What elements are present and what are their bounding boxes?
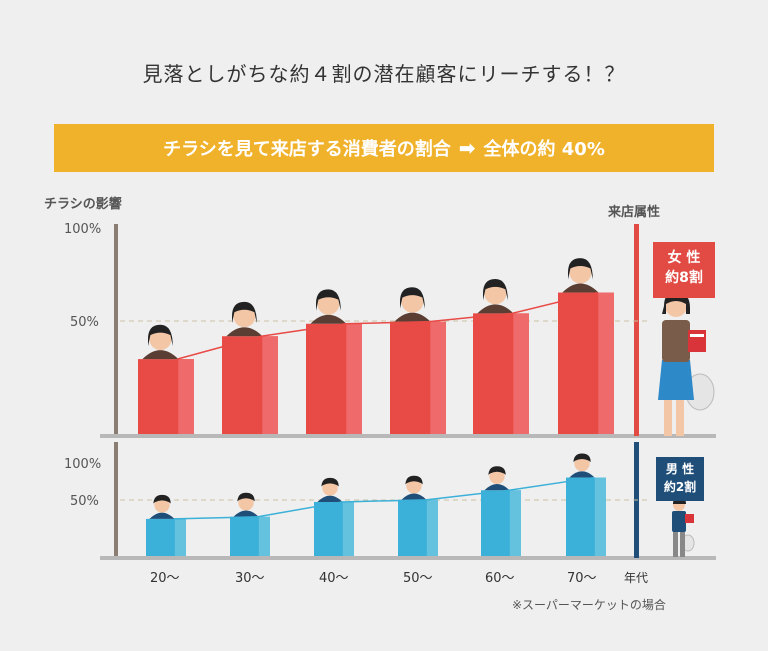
male-bar-shade-1 (258, 516, 270, 556)
female-person-hair-2 (316, 289, 341, 311)
male-person-face-3 (406, 478, 422, 494)
bottom-y-axis (114, 442, 118, 558)
y-axis-title: チラシの影響 (44, 197, 122, 212)
female-person-hair-1 (232, 301, 257, 324)
female-person-body-2 (310, 314, 347, 324)
female-bar-shade-5 (598, 292, 614, 434)
female-person-face-4 (484, 282, 507, 305)
male-person-hair-2 (321, 477, 339, 488)
female-bars (138, 258, 614, 434)
female-person-body-4 (477, 304, 514, 314)
male-bar-shade-2 (342, 501, 354, 556)
male-person-body-1 (233, 510, 259, 517)
xtick-60: 60～ (485, 571, 515, 586)
female-person-body-3 (394, 312, 431, 322)
female-trend-line (177, 291, 598, 360)
female-person-hair-5 (568, 258, 593, 280)
male-person-body-2 (317, 495, 343, 502)
bottom-baseline (100, 556, 716, 560)
xtick-70: 70～ (567, 571, 597, 586)
xtick-40: 40～ (319, 571, 349, 586)
male-share-badge: 男 性 約2割 (656, 457, 704, 501)
male-person-face-0 (154, 497, 170, 513)
female-bar-shade-3 (430, 321, 446, 434)
male-person-body-3 (401, 493, 427, 500)
female-badge-line2: 約8割 (665, 270, 703, 287)
top-baseline (100, 434, 716, 438)
top-ytick-100: 100% (64, 222, 101, 237)
female-bar-shade-0 (178, 359, 194, 434)
arrow-right-icon: ➡ (458, 136, 476, 160)
man-shopper-icon (672, 497, 695, 557)
male-person-hair-3 (405, 475, 423, 486)
male-bar-shade-0 (174, 518, 186, 556)
male-bar-shade-4 (509, 490, 521, 556)
xtick-30: 30～ (235, 571, 265, 586)
male-badge-line1: 男 性 (665, 462, 695, 476)
female-bar-shade-4 (513, 313, 529, 434)
footnote: ※スーパーマーケットの場合 (512, 598, 666, 612)
bottom-ytick-50: 50% (70, 494, 99, 509)
male-person-hair-4 (488, 466, 506, 477)
summary-banner: チラシを見て来店する消費者の割合 ➡ 全体の約 40% (54, 124, 714, 172)
female-person-hair-0 (148, 324, 173, 347)
male-trend-line (173, 476, 595, 520)
female-badge-line1: 女 性 (667, 250, 701, 266)
male-person-face-5 (574, 455, 590, 472)
top-y-axis (114, 224, 118, 436)
female-person-hair-3 (400, 287, 425, 309)
female-share-badge: 女 性 約8割 (653, 242, 715, 298)
male-person-hair-0 (153, 494, 171, 505)
male-person-body-5 (569, 471, 595, 478)
banner-left-text: チラシを見て来店する消費者の割合 (163, 139, 451, 160)
male-person-body-0 (149, 512, 175, 519)
male-bars (146, 453, 606, 556)
male-bar-shade-3 (426, 499, 438, 556)
female-person-face-5 (569, 261, 592, 284)
chart-title: 見落としがちな約４割の潜在顧客にリーチする！？ (142, 62, 626, 86)
female-attr-bar (634, 224, 639, 436)
xtick-50: 50～ (403, 571, 433, 586)
x-axis-title: 年代 (624, 571, 648, 585)
banner-right-text: 全体の約 40% (483, 139, 605, 160)
female-person-face-3 (401, 290, 424, 313)
male-badge-line2: 約2割 (663, 480, 697, 494)
male-person-face-1 (238, 495, 254, 511)
xtick-20: 20～ (150, 571, 180, 586)
male-person-hair-5 (573, 453, 591, 464)
female-person-face-0 (149, 328, 172, 351)
female-person-face-1 (233, 305, 256, 328)
attribute-title: 来店属性 (608, 205, 661, 220)
woman-shopper-icon (658, 292, 715, 436)
female-person-body-5 (562, 283, 599, 293)
male-bar-shade-5 (594, 477, 606, 556)
female-bar-shade-2 (346, 323, 362, 434)
male-person-body-4 (484, 483, 510, 491)
male-person-face-4 (489, 468, 505, 484)
male-person-hair-1 (237, 492, 255, 503)
female-person-hair-4 (483, 278, 508, 301)
female-person-face-2 (317, 292, 340, 315)
male-person-face-2 (322, 480, 338, 496)
female-person-body-0 (142, 350, 179, 360)
top-ytick-50: 50% (70, 315, 99, 330)
female-bar-shade-1 (262, 336, 278, 434)
female-person-body-1 (226, 327, 263, 337)
bottom-ytick-100: 100% (64, 457, 101, 472)
